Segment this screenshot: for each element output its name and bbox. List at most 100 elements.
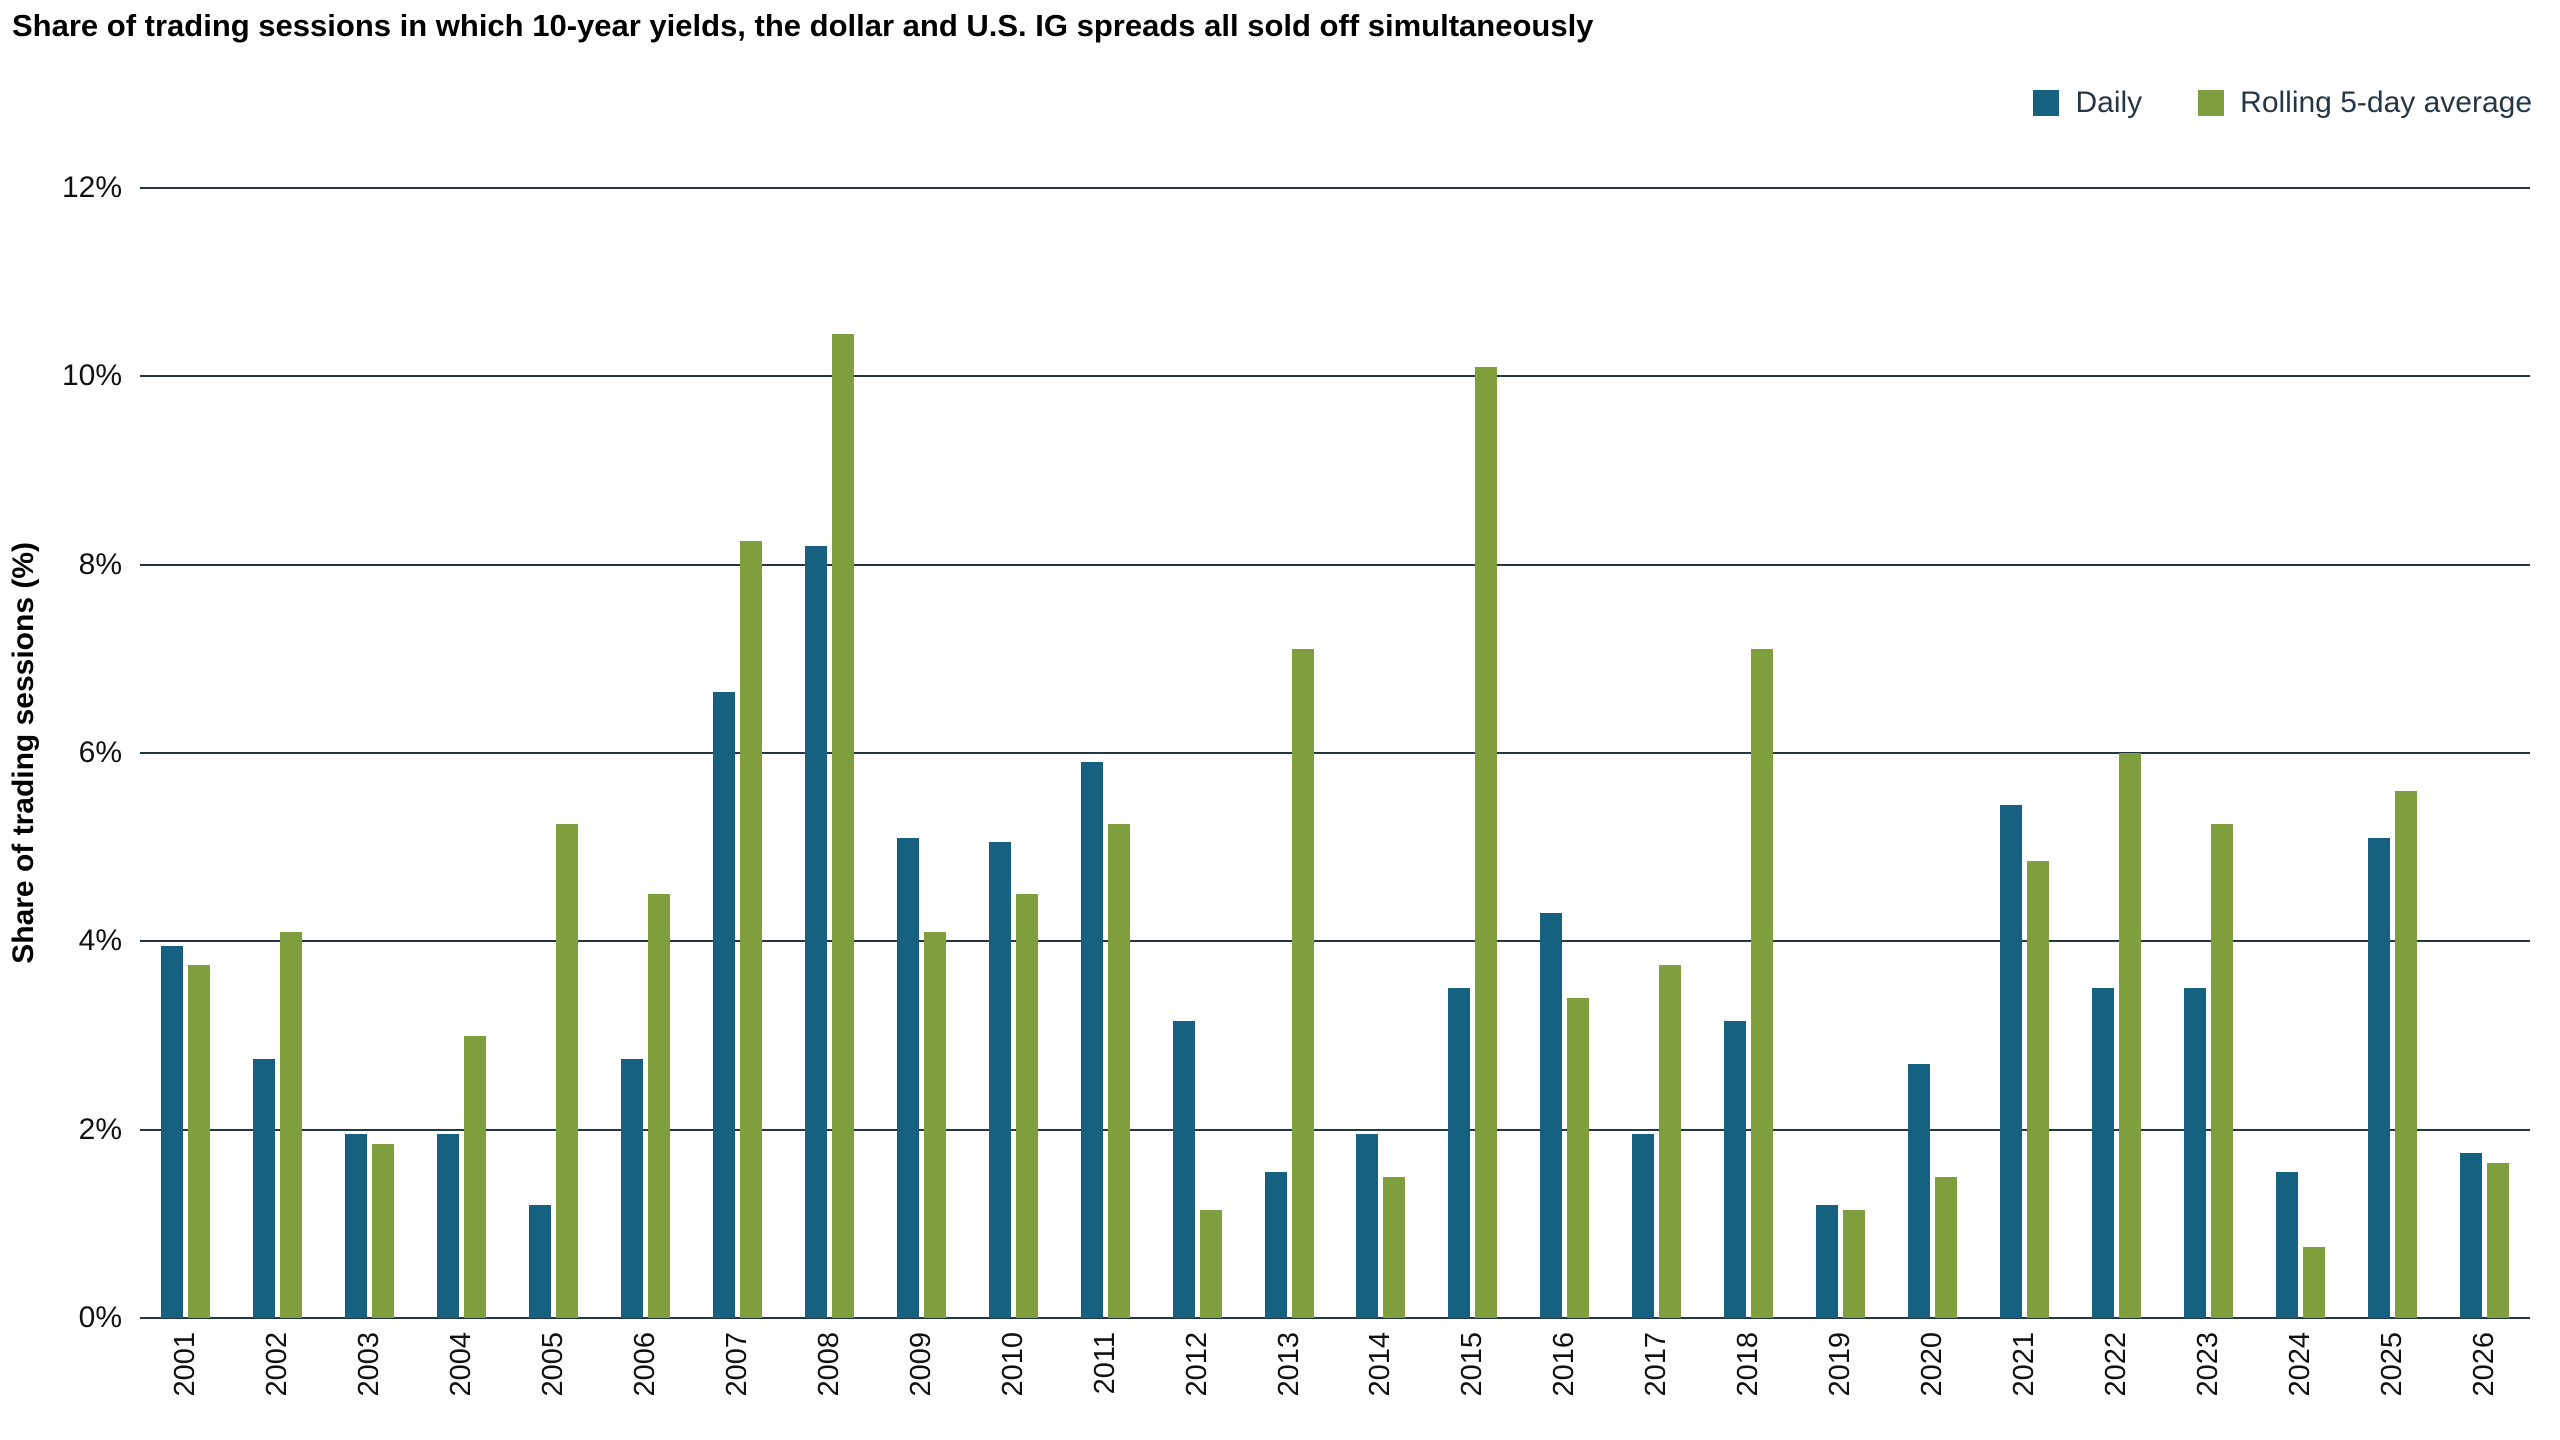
gridline-6% [140, 752, 2530, 754]
legend-label-rolling: Rolling 5-day average [2240, 86, 2532, 119]
bar-rolling-2010 [1015, 894, 1038, 1318]
bar-daily-2024 [2275, 1172, 2298, 1318]
bar-group-2019 [1795, 188, 1887, 1318]
bar-daily-2010 [988, 842, 1011, 1318]
bar-daily-2025 [2367, 837, 2390, 1318]
bar-rolling-2002 [280, 931, 303, 1318]
x-label-cell-2004: 2004 [416, 1332, 508, 1436]
ytick-label-0%: 0% [78, 1301, 122, 1334]
bar-daily-2006 [621, 1059, 644, 1318]
ytick-label-6%: 6% [78, 736, 122, 769]
ytick-label-10%: 10% [61, 359, 122, 393]
bar-rolling-2013 [1291, 649, 1314, 1318]
x-label-cell-2012: 2012 [1151, 1332, 1243, 1436]
x-label-2004: 2004 [445, 1332, 478, 1397]
x-label-2022: 2022 [2099, 1332, 2132, 1397]
bar-group-2021 [1978, 188, 2070, 1318]
bar-rolling-2011 [1107, 823, 1130, 1318]
bar-group-2013 [1243, 188, 1335, 1318]
x-label-2011: 2011 [1088, 1332, 1121, 1395]
x-label-2002: 2002 [261, 1332, 294, 1397]
bar-group-2004 [416, 188, 508, 1318]
bar-daily-2009 [896, 837, 919, 1318]
bar-rolling-2012 [1199, 1209, 1222, 1318]
legend-item-daily: Daily [2033, 86, 2142, 120]
legend: Daily Rolling 5-day average [2033, 86, 2532, 120]
bar-rolling-2026 [2486, 1162, 2509, 1318]
x-label-cell-2007: 2007 [692, 1332, 784, 1436]
bar-group-2010 [967, 188, 1059, 1318]
bar-rolling-2017 [1659, 964, 1682, 1318]
x-label-cell-2025: 2025 [2346, 1332, 2438, 1436]
x-axis-labels: 2001 2002 2003 2004 2005 2006 2007 2008 2009 2010… [140, 1332, 2530, 1436]
bar-rolling-2008 [831, 333, 854, 1318]
chart-title: Share of trading sessions in which 10-ye… [12, 8, 1594, 43]
x-label-2014: 2014 [1364, 1332, 1397, 1397]
bar-rolling-2025 [2394, 790, 2417, 1318]
gridline-4% [140, 940, 2530, 943]
x-label-2023: 2023 [2191, 1332, 2224, 1397]
x-label-cell-2022: 2022 [2070, 1332, 2162, 1436]
gridline-0% [140, 1317, 2530, 1319]
bar-group-2007 [692, 188, 784, 1318]
bar-group-2003 [324, 188, 416, 1318]
bar-rolling-2019 [1843, 1209, 1866, 1318]
bar-group-2015 [1427, 188, 1519, 1318]
bar-daily-2015 [1448, 988, 1471, 1318]
bar-groups [140, 188, 2530, 1318]
bar-group-2016 [1519, 188, 1611, 1318]
bar-group-2017 [1611, 188, 1703, 1318]
bar-daily-2017 [1632, 1134, 1655, 1318]
bar-daily-2001 [161, 946, 184, 1318]
bar-daily-2008 [804, 545, 827, 1318]
bar-rolling-2001 [188, 964, 211, 1318]
ytick-label-4%: 4% [78, 924, 122, 958]
x-label-cell-2003: 2003 [324, 1332, 416, 1436]
bar-daily-2003 [345, 1134, 368, 1318]
x-label-cell-2024: 2024 [2254, 1332, 2346, 1436]
bar-group-2026 [2438, 188, 2530, 1318]
bar-daily-2011 [1080, 762, 1103, 1318]
bar-group-2011 [1059, 188, 1151, 1318]
bar-group-2022 [2070, 188, 2162, 1318]
bar-rolling-2006 [648, 894, 671, 1318]
x-label-2018: 2018 [1732, 1332, 1765, 1397]
legend-item-rolling: Rolling 5-day average [2198, 86, 2532, 120]
bar-daily-2019 [1816, 1205, 1839, 1318]
bar-group-2020 [1887, 188, 1979, 1318]
x-label-2001: 2001 [169, 1332, 202, 1397]
bar-rolling-2005 [556, 823, 579, 1318]
x-label-cell-2011: 2011 [1059, 1332, 1151, 1436]
bar-group-2005 [508, 188, 600, 1318]
legend-label-daily: Daily [2075, 86, 2143, 119]
bar-rolling-2018 [1751, 649, 1774, 1318]
gridline-12% [140, 187, 2530, 189]
x-label-cell-2018: 2018 [1703, 1332, 1795, 1436]
bar-rolling-2015 [1475, 366, 1498, 1318]
ytick-label-12%: 12% [61, 171, 122, 204]
y-axis-title: Share of trading sessions (%) [4, 188, 44, 1318]
bar-rolling-2021 [2026, 861, 2049, 1318]
rolling-swatch-icon [2198, 90, 2225, 116]
bar-daily-2005 [529, 1205, 552, 1318]
x-label-2006: 2006 [629, 1332, 662, 1397]
bar-group-2001 [140, 188, 232, 1318]
x-label-cell-2019: 2019 [1795, 1332, 1887, 1436]
x-label-cell-2017: 2017 [1611, 1332, 1703, 1436]
bar-daily-2012 [1172, 1021, 1195, 1318]
ytick-label-8%: 8% [78, 547, 122, 581]
plot-area: 0% 2% 4% 6% 8% 10% 12% [62, 171, 2530, 1334]
x-label-cell-2013: 2013 [1243, 1332, 1335, 1436]
bar-daily-2002 [253, 1059, 276, 1318]
x-label-2019: 2019 [1824, 1332, 1857, 1397]
x-label-cell-2010: 2010 [967, 1332, 1059, 1436]
bar-daily-2018 [1724, 1021, 1747, 1318]
x-label-cell-2006: 2006 [600, 1332, 692, 1436]
bar-daily-2004 [437, 1134, 460, 1318]
x-label-cell-2002: 2002 [232, 1332, 324, 1436]
bar-rolling-2016 [1567, 997, 1590, 1318]
bar-group-2014 [1335, 188, 1427, 1318]
gridline-8% [140, 563, 2530, 566]
bar-group-2008 [783, 188, 875, 1318]
